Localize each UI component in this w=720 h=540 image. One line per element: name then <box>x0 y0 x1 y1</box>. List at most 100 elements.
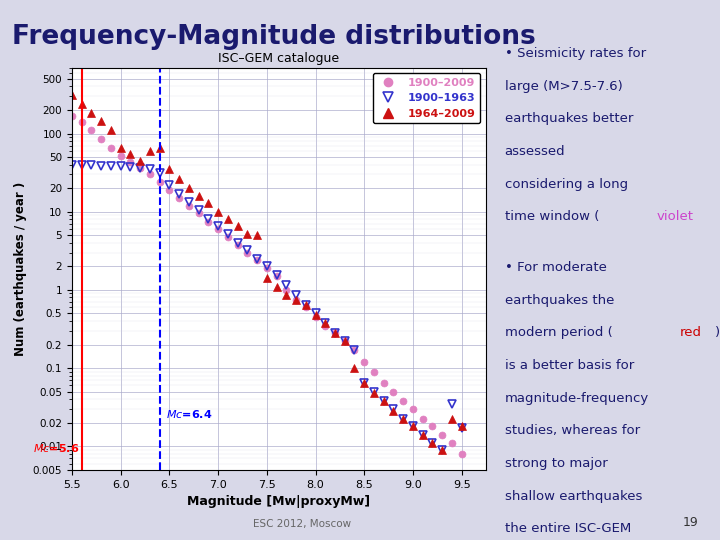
1900–2009 <box>418 416 427 423</box>
1900–2009 <box>292 296 300 303</box>
1900–1963 <box>379 397 388 404</box>
1900–2009 <box>214 226 222 232</box>
1900–1963 <box>360 380 369 386</box>
1900–2009 <box>311 314 320 320</box>
Text: ): ) <box>715 326 720 339</box>
1964–2009 <box>311 312 320 318</box>
1900–2009 <box>175 195 184 201</box>
1900–2009 <box>282 287 291 293</box>
Text: strong to major: strong to major <box>505 457 608 470</box>
1964–2009 <box>97 118 106 124</box>
1900–2009 <box>360 359 369 365</box>
1964–2009 <box>341 338 349 345</box>
1900–2009 <box>165 187 174 193</box>
1964–2009 <box>418 431 427 438</box>
1900–2009 <box>389 388 397 395</box>
1900–1963 <box>223 231 232 237</box>
1900–1963 <box>126 164 135 171</box>
1900–1963 <box>97 163 106 169</box>
X-axis label: Magnitude [Mw|proxyMw]: Magnitude [Mw|proxyMw] <box>187 495 371 508</box>
Text: magnitude-frequency: magnitude-frequency <box>505 392 649 404</box>
1964–2009 <box>156 145 164 151</box>
1900–2009 <box>341 338 349 345</box>
1964–2009 <box>126 151 135 157</box>
1900–1963 <box>194 207 203 213</box>
1900–1963 <box>457 425 466 431</box>
1900–1963 <box>282 282 291 288</box>
1900–1963 <box>145 166 154 172</box>
1900–2009 <box>233 241 242 248</box>
1900–2009 <box>428 423 437 429</box>
1964–2009 <box>204 200 212 206</box>
Text: • Seismicity rates for: • Seismicity rates for <box>505 47 646 60</box>
1964–2009 <box>243 231 252 237</box>
1900–2009 <box>87 127 96 133</box>
1900–2009 <box>330 330 339 336</box>
1900–2009 <box>126 159 135 165</box>
1900–2009 <box>136 165 145 172</box>
1900–1963 <box>311 310 320 316</box>
1964–2009 <box>175 176 184 183</box>
1964–2009 <box>409 423 418 429</box>
1900–1963 <box>204 216 212 222</box>
1900–1963 <box>263 263 271 269</box>
1964–2009 <box>302 301 310 308</box>
Line: 1900–2009: 1900–2009 <box>68 112 465 457</box>
1900–1963 <box>438 447 446 453</box>
1900–1963 <box>302 301 310 308</box>
1964–2009 <box>438 447 446 453</box>
1900–1963 <box>253 255 261 262</box>
Line: 1900–1963: 1900–1963 <box>68 160 466 454</box>
1900–1963 <box>399 416 408 423</box>
Text: modern period (: modern period ( <box>505 326 613 339</box>
1900–2009 <box>272 273 281 279</box>
1964–2009 <box>321 320 330 326</box>
1900–2009 <box>156 179 164 185</box>
1900–1963 <box>418 431 427 438</box>
Legend: 1900–2009, 1900–1963, 1964–2009: 1900–2009, 1900–1963, 1964–2009 <box>372 73 480 123</box>
1900–1963 <box>184 198 193 205</box>
1900–2009 <box>223 233 232 240</box>
1964–2009 <box>214 208 222 215</box>
Y-axis label: Num (earthquakes / year ): Num (earthquakes / year ) <box>14 181 27 356</box>
Text: • For moderate: • For moderate <box>505 261 606 274</box>
1900–1963 <box>330 330 339 336</box>
Text: $\it{Mc}$=6.4: $\it{Mc}$=6.4 <box>166 408 212 420</box>
1964–2009 <box>136 158 145 164</box>
Text: shallow earthquakes: shallow earthquakes <box>505 490 642 503</box>
1900–1963 <box>233 240 242 246</box>
1900–2009 <box>369 368 378 375</box>
1964–2009 <box>233 223 242 230</box>
1964–2009 <box>78 100 86 107</box>
Text: is a better basis for: is a better basis for <box>505 359 634 372</box>
1900–2009 <box>184 202 193 209</box>
1900–1963 <box>68 161 76 168</box>
1900–2009 <box>117 152 125 159</box>
Text: large (M>7.5-7.6): large (M>7.5-7.6) <box>505 79 622 92</box>
Text: earthquakes better: earthquakes better <box>505 112 633 125</box>
Text: time window (: time window ( <box>505 210 599 223</box>
1964–2009 <box>428 440 437 446</box>
1900–2009 <box>448 440 456 446</box>
1964–2009 <box>87 110 96 116</box>
Text: Frequency-Magnitude distributions: Frequency-Magnitude distributions <box>12 24 536 50</box>
1964–2009 <box>457 423 466 429</box>
1900–2009 <box>457 450 466 457</box>
1964–2009 <box>369 390 378 396</box>
1900–1963 <box>175 191 184 197</box>
1900–2009 <box>68 112 76 119</box>
1964–2009 <box>448 416 456 423</box>
Text: considering a long: considering a long <box>505 178 628 191</box>
1900–2009 <box>263 265 271 272</box>
1900–1963 <box>321 320 330 326</box>
1964–2009 <box>184 185 193 192</box>
1900–1963 <box>369 388 378 395</box>
1900–2009 <box>379 380 388 386</box>
1964–2009 <box>253 232 261 239</box>
1900–1963 <box>243 247 252 254</box>
1964–2009 <box>107 127 115 133</box>
1900–1963 <box>341 338 349 345</box>
1900–1963 <box>117 163 125 170</box>
1900–2009 <box>243 249 252 256</box>
1900–1963 <box>214 223 222 230</box>
